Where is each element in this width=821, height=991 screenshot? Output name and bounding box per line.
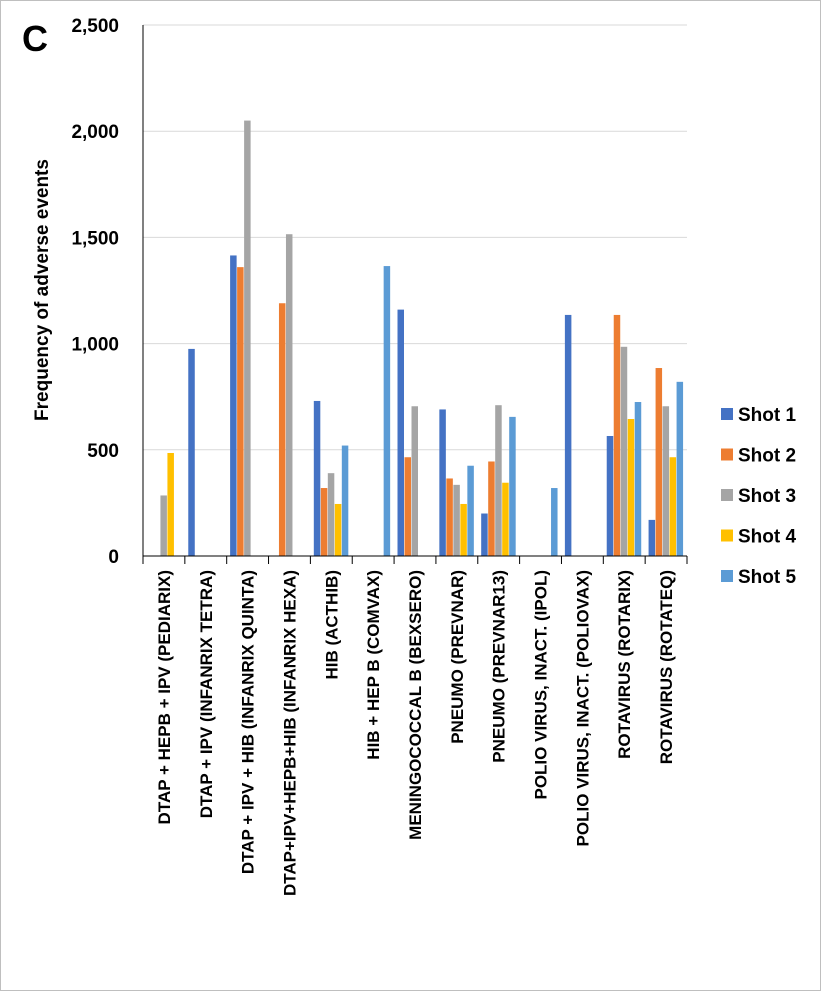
x-tick-label: DTAP + IPV + HIB (INFANRIX QUINTA) [239, 570, 258, 874]
bar [669, 457, 677, 556]
bar [634, 402, 642, 556]
bar [446, 478, 453, 556]
bar [613, 314, 621, 556]
bar [564, 314, 572, 556]
legend-swatch [721, 448, 733, 461]
bar [495, 405, 502, 556]
legend-swatch [721, 570, 733, 582]
bar [502, 482, 509, 556]
legend-swatch [721, 489, 733, 501]
bar [662, 406, 670, 556]
x-tick-label: DTAP + HEPB + IPV (PEDIARIX) [155, 570, 174, 824]
gridlines [143, 24, 687, 451]
x-axis: DTAP + HEPB + IPV (PEDIARIX) DTAP + IPV (… [142, 555, 688, 896]
bar [655, 368, 663, 556]
legend-swatch [721, 529, 733, 542]
bar [439, 409, 446, 556]
legend-label: Shot 4 [738, 527, 796, 548]
bar [167, 452, 174, 556]
bar [383, 266, 391, 556]
bar [244, 120, 251, 556]
bar [488, 461, 495, 556]
bar [676, 381, 684, 556]
x-tick-label: ROTAVIRUS (ROTARIX) [615, 570, 634, 759]
legend-swatch [721, 408, 733, 420]
legend: Shot 1 Shot 2 Shot 3 Shot 4 Shot 5 [721, 405, 796, 588]
y-tick-label: 2,500 [71, 16, 119, 37]
x-tick-label: HIB (ACTHIB) [322, 570, 341, 680]
bar [341, 445, 349, 556]
bar [334, 503, 342, 556]
x-tick-label: PNEUMO (PREVNAR) [448, 570, 467, 744]
x-tick-label: DTAP + IPV (INFANRIX TETRA) [197, 570, 216, 818]
bars [160, 120, 684, 557]
x-tick-label: POLIO VIRUS, INACT. (IPOL) [532, 570, 551, 800]
bar [648, 519, 656, 556]
y-tick-label: 0 [108, 547, 119, 568]
bar [620, 346, 628, 556]
x-tick-label: POLIO VIRUS, INACT. (POLIOVAX) [573, 570, 592, 846]
x-tick-label: DTAP+IPV+HEPB+HIB (INFANRIX HEXA) [280, 570, 299, 896]
y-tick-label: 500 [87, 441, 119, 462]
legend-label: Shot 2 [738, 446, 796, 467]
legend-label: Shot 1 [738, 405, 796, 426]
bar [230, 255, 237, 557]
legend-label: Shot 3 [738, 486, 796, 507]
y-tick-label: 1,500 [71, 228, 119, 249]
x-tick-label: ROTAVIRUS (ROTATEQ) [657, 570, 676, 764]
x-tick-label: PNEUMO (PREVNAR13) [490, 570, 509, 763]
panel-label: C [22, 18, 48, 59]
x-tick-label: HIB + HEP B (COMVAX) [364, 570, 383, 760]
y-axis: 0 500 1,000 1,500 2,000 2,500 [71, 16, 144, 568]
bar [481, 513, 488, 556]
bar [411, 406, 418, 556]
bar [278, 303, 286, 556]
bar [320, 488, 328, 556]
bar [460, 503, 467, 556]
bar [313, 400, 321, 556]
bar [467, 465, 474, 556]
bar [237, 267, 244, 556]
bar [453, 484, 460, 556]
bar [160, 495, 167, 556]
bar [509, 416, 516, 556]
y-tick-label: 2,000 [71, 122, 119, 143]
y-axis-label: Frequency of adverse events [32, 159, 53, 421]
legend-label: Shot 5 [738, 567, 796, 588]
bar [627, 419, 635, 556]
bar [285, 234, 293, 557]
bar [404, 457, 411, 556]
bar [551, 488, 558, 556]
bar [188, 348, 195, 556]
bar [397, 309, 404, 556]
x-tick-label: MENINGOCOCCAL B (BEXSERO) [406, 570, 425, 840]
bar [327, 473, 335, 556]
bar [606, 435, 614, 556]
y-tick-label: 1,000 [71, 335, 119, 356]
